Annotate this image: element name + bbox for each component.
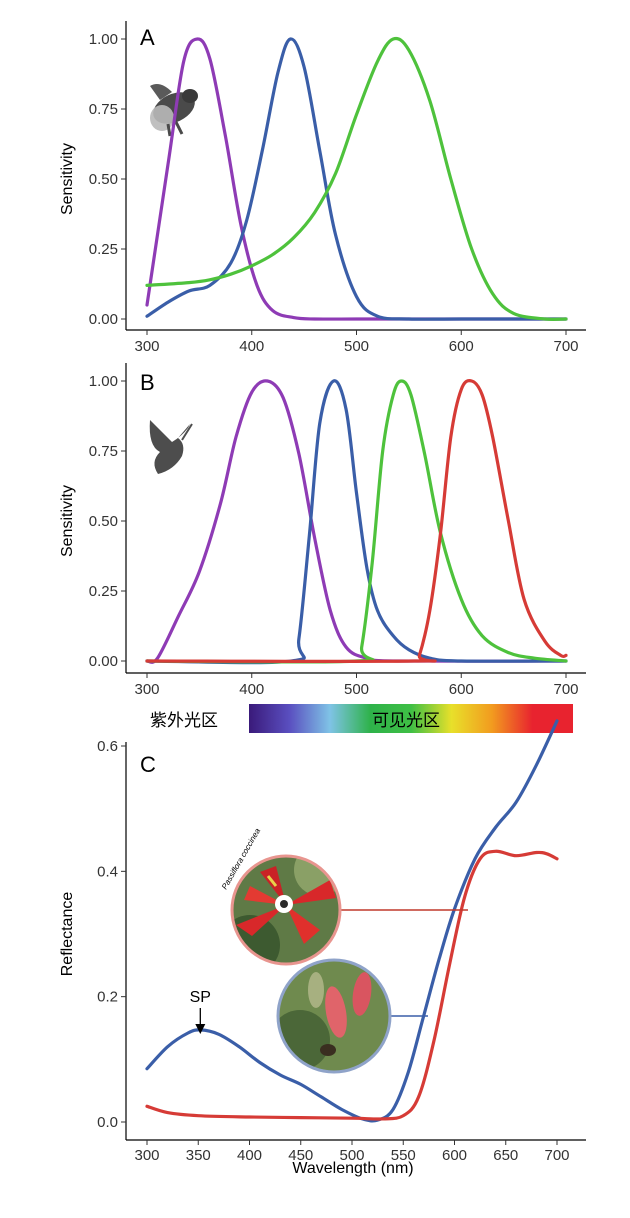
panel-c-y-axis-title: Reflectance [59,892,76,977]
spectrum-legend: 紫外光区 可见光区 [150,704,573,733]
x-tick-label: 300 [134,1147,159,1164]
panel-a-series-line-2 [145,37,568,321]
uv-region-label: 紫外光区 [150,711,218,731]
panel-c-x-axis-title: Wavelength (nm) [292,1160,413,1177]
panel-a-series-line-1 [145,37,568,321]
panel-c-letter: C [140,752,156,777]
x-tick-label: 500 [339,1147,364,1164]
y-tick-label: 0.00 [89,653,118,670]
red-photo-frame [230,854,342,966]
x-tick-label: 550 [391,1147,416,1164]
panel-b-letter: B [140,370,155,395]
x-tick-label: 400 [239,338,264,355]
panel-a-letter: A [140,25,155,50]
panel-b-y-axis-title: Sensitivity [59,485,76,557]
y-tick-label: 0.25 [89,241,118,258]
y-tick-label: 0.0 [97,1114,118,1131]
x-tick-label: 700 [544,1147,569,1164]
panel-a-icon [150,84,198,137]
x-tick-label: 500 [344,338,369,355]
x-tick-label: 400 [239,681,264,698]
x-tick-label: 700 [553,338,578,355]
photo-callouts: Passiflora coccinea [220,826,468,1074]
y-tick-label: 1.00 [89,373,118,390]
panel-a: A 300 400 500 600 700 0.00 0.25 0.50 0.75 1.00 Sen… [59,21,586,355]
panel-b-series-line-2 [145,379,568,665]
x-tick-label: 300 [134,338,159,355]
blue-photo-frame [276,958,392,1074]
y-tick-label: 0.2 [97,989,118,1006]
x-tick-label: 350 [186,1147,211,1164]
second-flower-photo [278,960,390,1072]
x-tick-label: 450 [288,1147,313,1164]
x-tick-label: 400 [237,1147,262,1164]
x-tick-label: 600 [449,681,474,698]
y-tick-label: 0.75 [89,101,118,118]
y-tick-label: 0.50 [89,513,118,530]
y-tick-label: 1.00 [89,31,118,48]
y-tick-label: 0.4 [97,863,118,880]
x-tick-label: 600 [442,1147,467,1164]
x-tick-label: 700 [553,681,578,698]
y-tick-label: 0.6 [97,738,118,755]
panel-b: B 300 400 500 600 700 0.00 0.25 0.50 0.75 1.00 Sen… [59,363,586,698]
visible-region-label: 可见光区 [372,711,440,731]
panel-b-icon [149,420,193,474]
panel-b-series-line-4 [145,379,568,663]
x-tick-label: 300 [134,681,159,698]
y-tick-label: 0.00 [89,311,118,328]
y-tick-label: 0.50 [89,171,118,188]
panel-b-series-line-1 [145,379,568,664]
x-tick-label: 500 [344,681,369,698]
sp-annotation-label: SP [190,989,211,1006]
sp-arrow-head-icon [195,1024,206,1034]
panel-a-y-axis-title: Sensitivity [59,143,76,215]
panel-a-series-line-3 [145,36,568,321]
x-tick-label: 650 [493,1147,518,1164]
panel-c: C 300 350 400 450 500 550 600 650 700 0.0 0.2 0.4 0.… [59,719,586,1177]
visible-spectrum-bar [249,704,573,733]
panel-b-series-line-3 [145,379,568,664]
y-tick-label: 0.75 [89,443,118,460]
y-tick-label: 0.25 [89,583,118,600]
panel-c-series-line-2 [145,849,559,1121]
x-tick-label: 600 [449,338,474,355]
